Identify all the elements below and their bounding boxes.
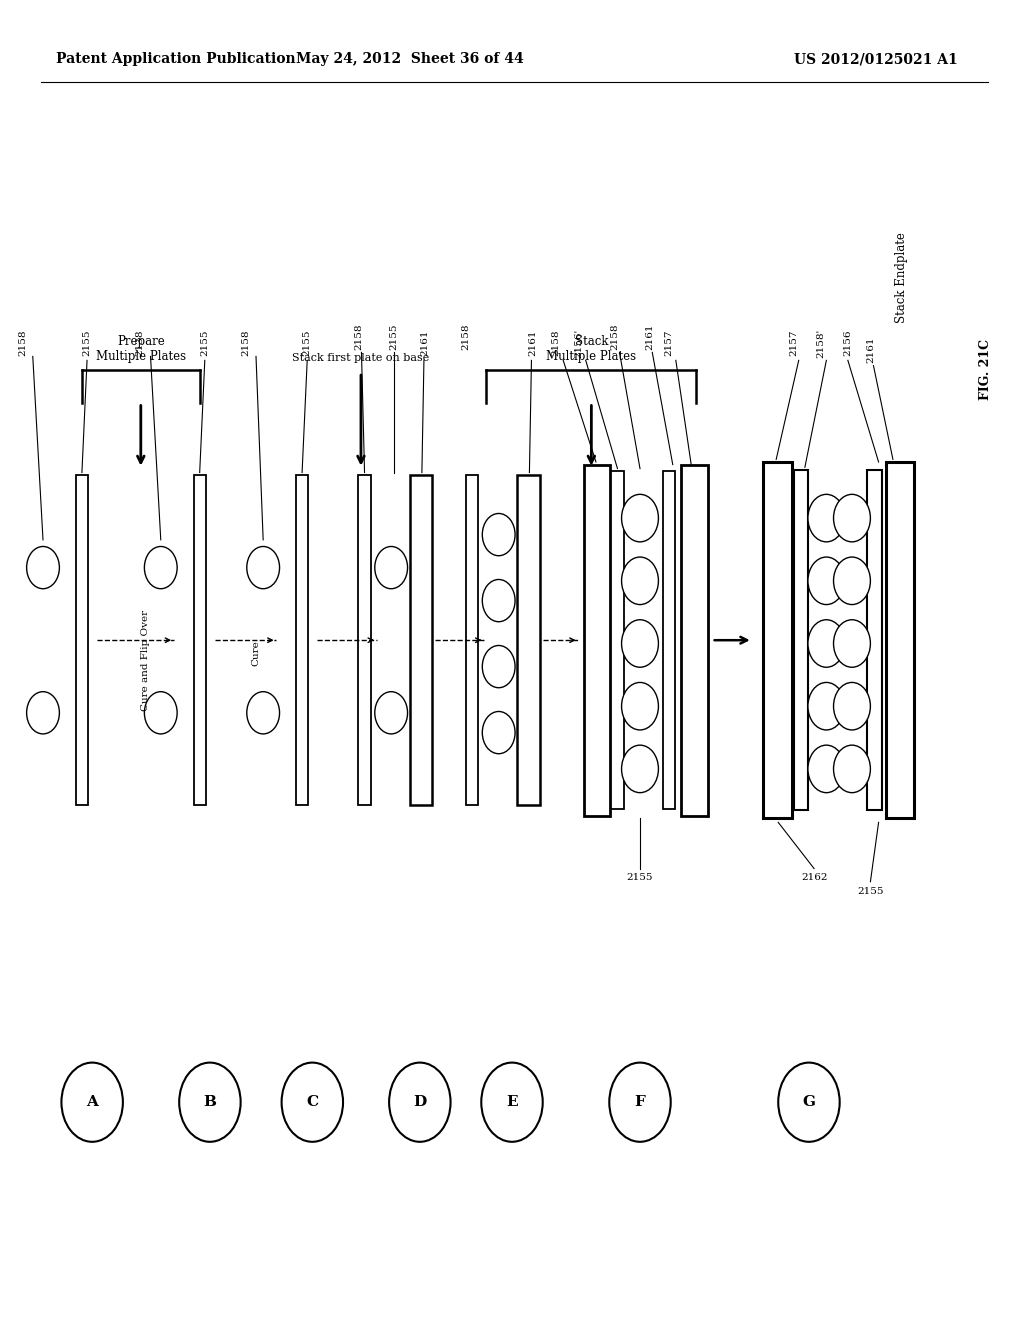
Text: Stack first plate on base: Stack first plate on base [292, 352, 430, 363]
Text: May 24, 2012  Sheet 36 of 44: May 24, 2012 Sheet 36 of 44 [296, 53, 523, 66]
Circle shape [482, 579, 515, 622]
Text: 2161: 2161 [646, 323, 654, 350]
Bar [76, 475, 88, 805]
Text: 2155: 2155 [627, 874, 653, 882]
Circle shape [622, 682, 658, 730]
Bar [517, 475, 540, 805]
Text: 2155: 2155 [390, 323, 398, 350]
Circle shape [622, 557, 658, 605]
Bar [410, 475, 432, 805]
Bar [611, 471, 624, 809]
Text: 2158: 2158 [552, 330, 560, 356]
Bar [466, 475, 478, 805]
Circle shape [622, 744, 658, 792]
Circle shape [834, 744, 870, 792]
Text: 2161: 2161 [866, 337, 874, 363]
Circle shape [808, 744, 845, 792]
Circle shape [834, 494, 870, 541]
Circle shape [778, 1063, 840, 1142]
Circle shape [482, 645, 515, 688]
Circle shape [808, 494, 845, 541]
Text: US 2012/0125021 A1: US 2012/0125021 A1 [794, 53, 957, 66]
Circle shape [808, 557, 845, 605]
Circle shape [144, 546, 177, 589]
Circle shape [808, 682, 845, 730]
Circle shape [389, 1063, 451, 1142]
Text: 2157: 2157 [665, 330, 673, 356]
Bar [867, 470, 882, 810]
Text: C: C [306, 1096, 318, 1109]
Bar [296, 475, 308, 805]
Circle shape [179, 1063, 241, 1142]
Text: 2155: 2155 [857, 887, 884, 895]
Text: D: D [414, 1096, 426, 1109]
Text: FIG. 21C: FIG. 21C [979, 339, 991, 400]
Circle shape [808, 620, 845, 668]
Bar [358, 475, 371, 805]
Circle shape [622, 620, 658, 668]
Text: 2156: 2156 [844, 330, 852, 356]
Text: E: E [506, 1096, 518, 1109]
Circle shape [247, 546, 280, 589]
Text: 2155: 2155 [201, 330, 209, 356]
Bar [794, 470, 808, 810]
Circle shape [27, 546, 59, 589]
Circle shape [144, 692, 177, 734]
Circle shape [482, 711, 515, 754]
Text: 2158: 2158 [354, 323, 362, 350]
Text: A: A [86, 1096, 98, 1109]
Text: 2161: 2161 [528, 330, 537, 356]
Text: 2155: 2155 [303, 330, 311, 356]
Text: 2138: 2138 [136, 330, 144, 356]
Text: 2161: 2161 [421, 330, 429, 356]
Circle shape [834, 682, 870, 730]
Circle shape [61, 1063, 123, 1142]
Text: 2155: 2155 [83, 330, 91, 356]
Text: F: F [635, 1096, 645, 1109]
Text: 2158: 2158 [242, 330, 250, 356]
Bar [763, 462, 792, 818]
Text: Patent Application Publication: Patent Application Publication [56, 53, 296, 66]
Text: B: B [204, 1096, 216, 1109]
Text: Stack Endplate: Stack Endplate [895, 232, 907, 323]
Bar [584, 465, 610, 816]
Text: Cure: Cure [252, 640, 260, 667]
Circle shape [482, 513, 515, 556]
Text: G: G [803, 1096, 815, 1109]
Circle shape [247, 692, 280, 734]
Text: 2158: 2158 [462, 323, 470, 350]
Bar [681, 465, 708, 816]
Circle shape [282, 1063, 343, 1142]
Text: Stack
Multiple Plates: Stack Multiple Plates [546, 335, 637, 363]
Circle shape [481, 1063, 543, 1142]
Bar [663, 471, 675, 809]
Text: 2156': 2156' [574, 329, 583, 358]
Circle shape [834, 557, 870, 605]
Bar [194, 475, 206, 805]
Text: 2158: 2158 [18, 330, 27, 356]
Text: 2162: 2162 [801, 874, 827, 882]
Circle shape [375, 546, 408, 589]
Text: 2158': 2158' [817, 329, 825, 358]
Circle shape [622, 494, 658, 541]
Text: 2158: 2158 [610, 323, 618, 350]
Circle shape [834, 620, 870, 668]
Circle shape [27, 692, 59, 734]
Text: Prepare
Multiple Plates: Prepare Multiple Plates [95, 335, 186, 363]
Circle shape [375, 692, 408, 734]
Text: 2157: 2157 [790, 330, 798, 356]
Bar [886, 462, 914, 818]
Circle shape [609, 1063, 671, 1142]
Text: Cure and Flip Over: Cure and Flip Over [141, 610, 151, 710]
